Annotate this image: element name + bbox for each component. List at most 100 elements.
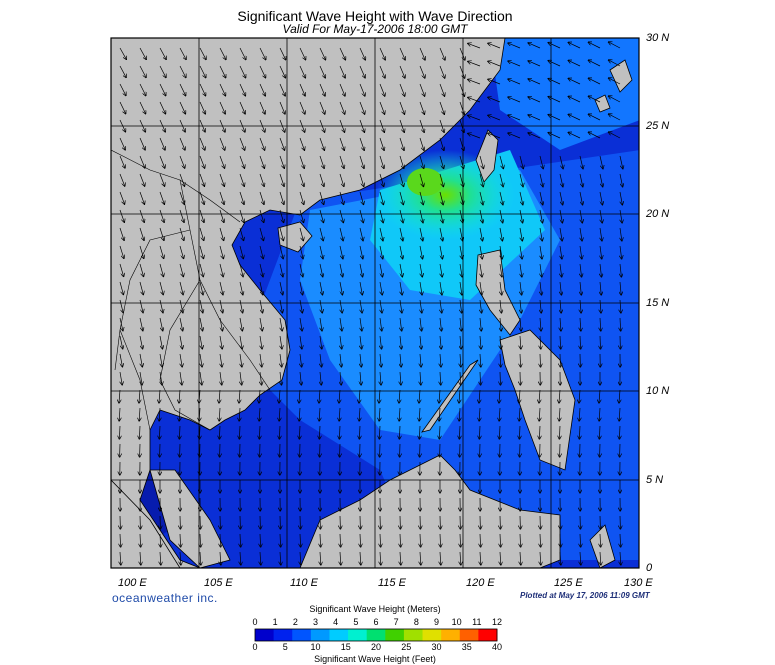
- wave-direction-arrow: [379, 119, 384, 132]
- wave-direction-arrow: [360, 551, 361, 565]
- wave-direction-arrow: [539, 173, 543, 187]
- wave-direction-arrow: [479, 389, 480, 403]
- wave-direction-arrow: [620, 263, 621, 277]
- wave-direction-arrow: [119, 407, 120, 421]
- wave-direction-arrow: [139, 263, 144, 277]
- lat-label-30n: 30 N: [646, 32, 670, 44]
- wave-direction-arrow: [159, 209, 164, 222]
- wave-direction-arrow: [180, 551, 181, 565]
- wave-direction-arrow: [199, 47, 206, 60]
- wave-direction-arrow: [579, 155, 583, 169]
- wave-direction-arrow: [579, 191, 583, 205]
- wave-direction-arrow: [508, 79, 521, 85]
- wave-direction-arrow: [460, 371, 461, 385]
- wave-direction-arrow: [359, 137, 364, 150]
- wave-direction-arrow: [279, 425, 280, 439]
- wave-direction-arrow: [319, 173, 324, 186]
- wave-direction-arrow: [600, 227, 602, 241]
- wave-direction-arrow: [239, 101, 245, 114]
- wave-direction-arrow: [500, 551, 501, 565]
- wave-direction-arrow: [419, 101, 424, 114]
- wave-direction-arrow: [219, 245, 223, 259]
- wave-direction-arrow: [440, 335, 441, 349]
- wave-direction-arrow: [588, 78, 601, 85]
- wave-direction-arrow: [380, 371, 381, 385]
- wave-direction-arrow: [179, 173, 185, 186]
- wave-direction-arrow: [119, 83, 126, 96]
- color-bar-frame: [254, 628, 498, 642]
- wave-direction-arrow: [140, 371, 142, 385]
- wave-direction-arrow: [619, 389, 620, 403]
- wave-direction-arrow: [528, 79, 541, 85]
- wave-direction-arrow: [219, 137, 225, 150]
- legend-feet-tick: 15: [340, 642, 351, 652]
- wave-direction-arrow: [460, 299, 462, 313]
- wave-direction-arrow: [359, 209, 363, 223]
- wave-direction-arrow: [240, 335, 242, 349]
- wave-direction-arrow: [480, 335, 481, 349]
- wave-direction-arrows: [119, 42, 623, 565]
- wave-direction-arrow: [539, 155, 543, 169]
- map-frame: [110, 37, 640, 569]
- wave-direction-arrow: [380, 353, 381, 367]
- wave-direction-arrow: [339, 425, 340, 439]
- wave-direction-arrow: [419, 119, 424, 132]
- lat-label-15n: 15 N: [646, 297, 670, 309]
- wave-direction-arrow: [440, 533, 441, 547]
- wave-direction-arrow: [399, 137, 404, 150]
- wave-direction-arrow: [279, 245, 283, 259]
- wave-direction-arrow: [279, 83, 285, 96]
- wave-direction-arrow: [180, 371, 182, 385]
- wave-direction-arrow: [319, 389, 320, 403]
- wave-direction-arrow: [160, 551, 161, 565]
- wave-direction-arrow: [280, 551, 281, 565]
- wave-direction-arrow: [539, 191, 543, 205]
- color-bar-segment: [478, 629, 498, 641]
- wave-direction-arrow: [439, 65, 445, 78]
- wave-direction-arrow: [500, 533, 501, 547]
- wave-direction-arrow: [379, 47, 385, 60]
- wave-direction-arrow: [219, 83, 225, 96]
- wave-direction-arrow: [459, 83, 464, 96]
- wave-direction-arrow: [379, 83, 385, 96]
- wave-direction-arrow: [539, 407, 540, 421]
- wave-direction-arrow: [219, 227, 224, 240]
- wave-direction-arrow: [299, 407, 300, 421]
- wave-direction-arrow: [259, 281, 263, 295]
- wave-direction-arrow: [280, 317, 282, 331]
- wave-direction-arrow: [468, 79, 481, 85]
- lon-label-110e: 110 E: [290, 577, 318, 589]
- wave-direction-arrow: [459, 227, 463, 241]
- wave-direction-arrow: [419, 137, 424, 150]
- wave-direction-arrow: [480, 281, 482, 295]
- wave-direction-arrow: [440, 263, 442, 277]
- wave-direction-arrow: [259, 389, 260, 403]
- wave-direction-arrow: [379, 407, 380, 421]
- legend-meters-tick: 1: [272, 617, 278, 627]
- wave-direction-arrow: [480, 317, 481, 331]
- wave-direction-arrow: [240, 371, 242, 385]
- wave-direction-arrow: [260, 551, 261, 565]
- wave-direction-arrow: [420, 263, 422, 277]
- wave-direction-arrow: [540, 227, 542, 241]
- wave-direction-arrow: [480, 263, 482, 277]
- wave-direction-arrow: [199, 137, 205, 150]
- wave-direction-arrow: [359, 119, 364, 132]
- wave-direction-arrow: [340, 371, 341, 385]
- wave-direction-arrow: [519, 191, 523, 205]
- wave-direction-arrow: [439, 389, 440, 403]
- color-bar-segment: [441, 629, 461, 641]
- wave-direction-arrow: [259, 83, 265, 96]
- wave-direction-arrow: [379, 425, 380, 439]
- wave-direction-arrow: [399, 155, 404, 168]
- wave-direction-arrow: [119, 209, 124, 222]
- wave-direction-arrow: [379, 191, 383, 205]
- wave-direction-arrow: [300, 335, 302, 349]
- wave-direction-arrow: [139, 227, 144, 240]
- wave-direction-arrow: [360, 317, 362, 331]
- wave-direction-arrow: [520, 245, 522, 259]
- wave-direction-arrow: [508, 43, 521, 49]
- wave-direction-arrow: [528, 97, 541, 103]
- wave-direction-arrow: [459, 191, 463, 205]
- wave-direction-arrow: [179, 227, 184, 240]
